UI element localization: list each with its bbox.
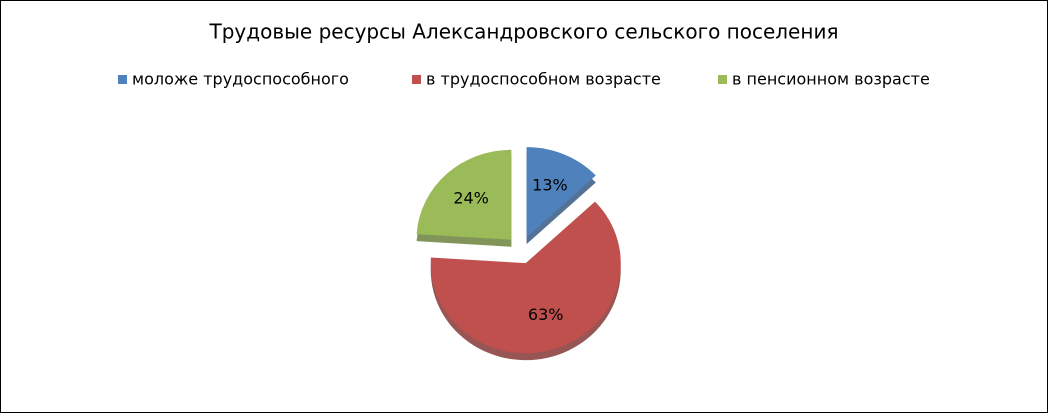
legend-swatch [412,75,421,84]
slice [430,201,621,354]
legend-label: в трудоспособном возрасте [426,70,661,89]
legend-swatch [118,75,127,84]
data-label: 63% [528,305,564,324]
slice [526,147,596,238]
legend-label: в пенсионном возрасте [732,70,930,89]
legend-swatch [718,75,727,84]
slice [416,149,512,240]
data-label: 13% [532,175,568,194]
chart-title: Трудовые ресурсы Александровского сельск… [209,20,839,44]
legend-label: моложе трудоспособного [132,70,349,89]
data-label: 24% [453,189,489,208]
